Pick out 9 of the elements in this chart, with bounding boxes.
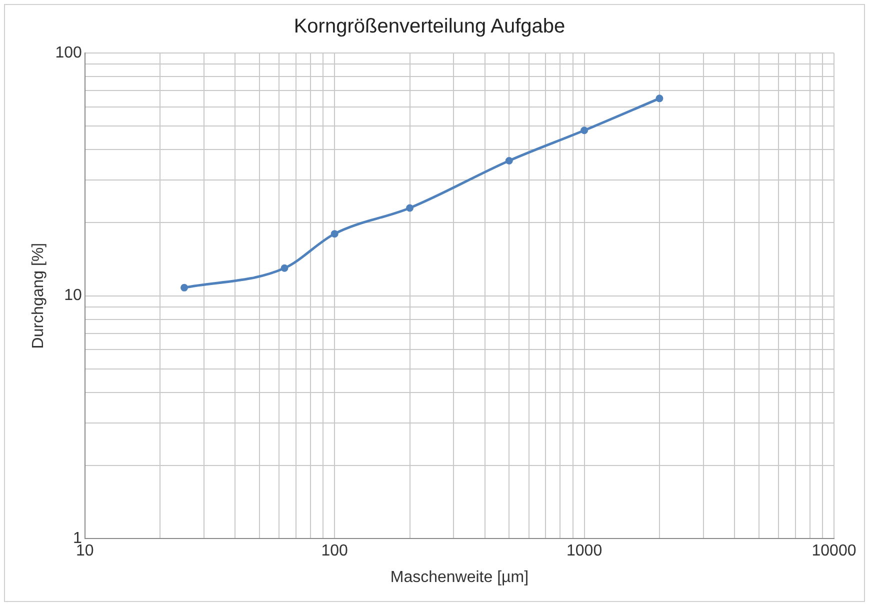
y-tick-label: 100 bbox=[55, 44, 82, 62]
x-tick-label: 1000 bbox=[566, 542, 602, 560]
y-axis-title: Durchgang [%] bbox=[30, 242, 48, 349]
chart-title: Korngrößenverteilung Aufgabe bbox=[294, 16, 566, 38]
x-tick-label: 10000 bbox=[812, 542, 856, 560]
x-tick-label: 10 bbox=[76, 542, 94, 560]
y-tick-label: 10 bbox=[64, 287, 82, 304]
x-tick-label: 100 bbox=[321, 542, 348, 560]
x-axis-title: Maschenweite [µm] bbox=[390, 568, 529, 586]
